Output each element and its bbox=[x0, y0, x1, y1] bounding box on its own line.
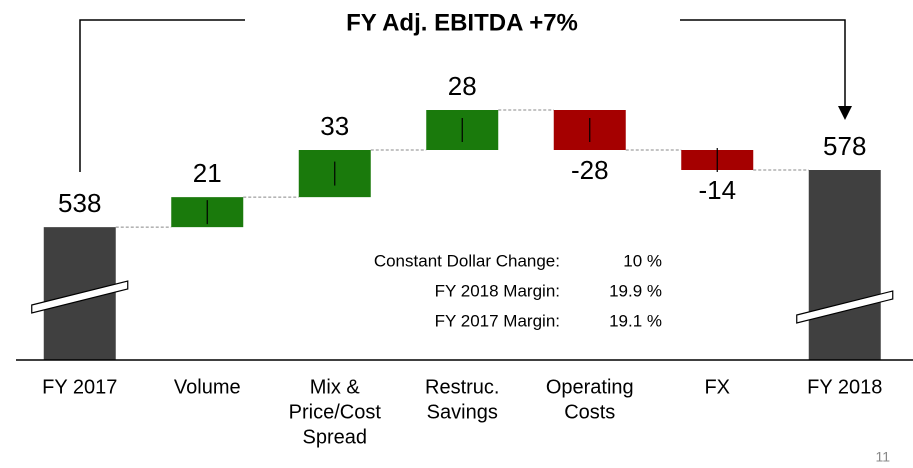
x-tick-label: Spread bbox=[303, 426, 368, 448]
value-label: 28 bbox=[448, 71, 477, 101]
value-label: -14 bbox=[698, 175, 736, 205]
stat-label: FY 2018 Margin: bbox=[435, 281, 560, 300]
value-label: 21 bbox=[193, 158, 222, 188]
x-tick-label: Costs bbox=[564, 401, 615, 423]
bar bbox=[808, 170, 881, 360]
stat-label: FY 2017 Margin: bbox=[435, 311, 560, 330]
value-label: 538 bbox=[58, 188, 101, 218]
x-tick-label: Mix & bbox=[310, 376, 361, 398]
axis-break bbox=[31, 280, 129, 314]
stat-value: 19.1 % bbox=[609, 311, 662, 330]
value-label: 33 bbox=[320, 111, 349, 141]
value-label: 578 bbox=[823, 131, 866, 161]
x-tick-label: FX bbox=[704, 376, 730, 398]
axis-break bbox=[796, 290, 894, 324]
x-tick-label: Price/Cost bbox=[289, 401, 382, 423]
x-tick-label: Volume bbox=[174, 376, 241, 398]
x-tick-label: FY 2017 bbox=[42, 376, 117, 398]
stat-label: Constant Dollar Change: bbox=[374, 251, 560, 270]
bracket bbox=[79, 19, 846, 172]
page-number: 11 bbox=[875, 449, 890, 465]
x-tick-label: Operating bbox=[546, 376, 634, 398]
x-tick-label: FY 2018 bbox=[807, 376, 882, 398]
stat-value: 10 % bbox=[623, 251, 662, 270]
stat-value: 19.9 % bbox=[609, 281, 662, 300]
x-tick-label: Savings bbox=[427, 401, 498, 423]
value-label: -28 bbox=[571, 155, 609, 185]
x-tick-label: Restruc. bbox=[425, 376, 499, 398]
arrow-head bbox=[838, 106, 852, 120]
chart-title: FY Adj. EBITDA +7% bbox=[346, 9, 578, 36]
